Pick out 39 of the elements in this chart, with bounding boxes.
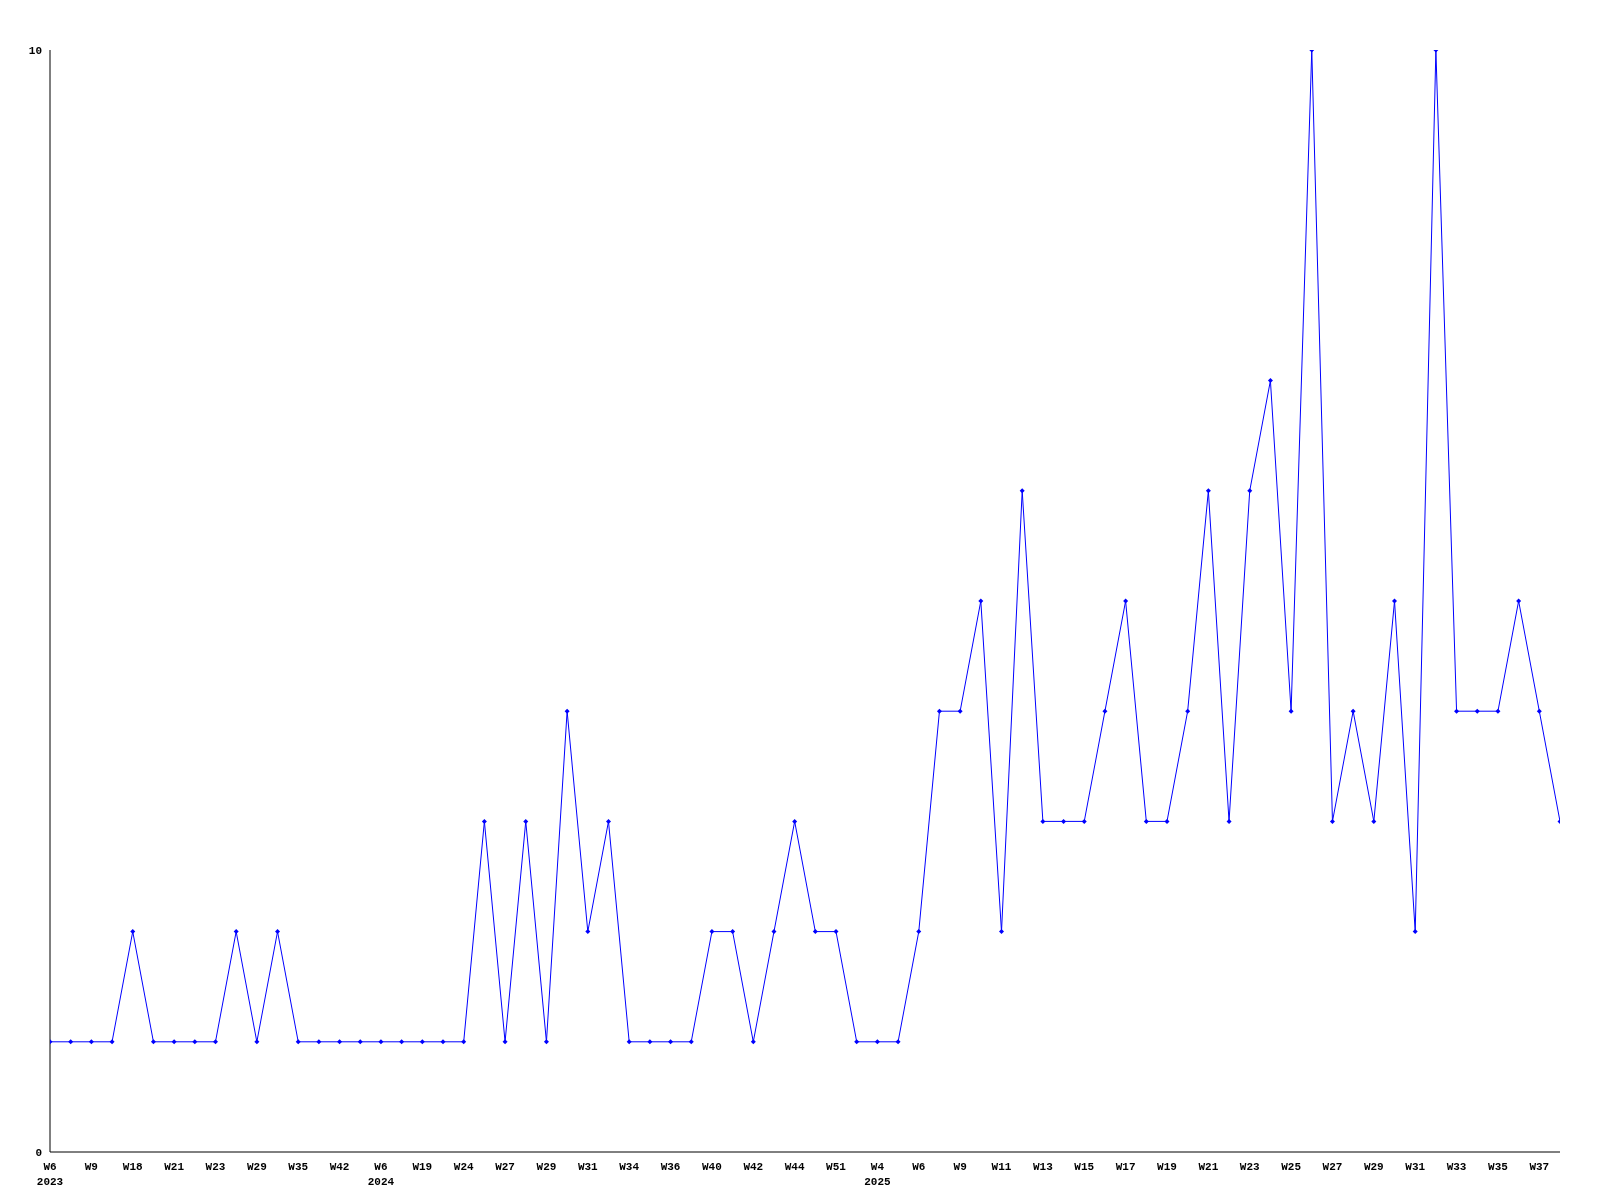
x-tick-label: W13: [1032, 1161, 1054, 1173]
x-tick-label: W17: [1115, 1161, 1136, 1173]
x-tick-label: W36: [660, 1161, 681, 1173]
x-tick-label: W51: [826, 1161, 847, 1173]
x-tick-label: W31: [1405, 1161, 1426, 1173]
x-tick-label: W35: [288, 1161, 309, 1173]
x-tick-label: W4 2025: [864, 1161, 891, 1188]
x-tick-label: W31: [577, 1161, 599, 1173]
x-tick-label: W29: [246, 1161, 267, 1173]
x-tick-label: W11: [991, 1161, 1012, 1173]
x-tick-label: W42: [329, 1161, 350, 1173]
x-tick-label: W35: [1488, 1161, 1509, 1173]
x-tick-label: W21: [164, 1161, 185, 1173]
x-tick-label: W29: [536, 1161, 557, 1173]
x-tick-label: W44: [784, 1161, 805, 1173]
x-tick-label: W19: [1157, 1161, 1177, 1173]
x-tick-label: W9: [84, 1161, 98, 1173]
x-tick-label: W42: [743, 1161, 764, 1173]
x-tick-label: W6 2024: [367, 1161, 395, 1188]
x-tick-label: W23: [205, 1161, 226, 1173]
x-tick-label: W6 2023: [36, 1161, 64, 1188]
x-tick-label: W37: [1529, 1161, 1550, 1173]
x-tick-label: W19: [412, 1161, 433, 1173]
x-tick-label: W18: [122, 1161, 144, 1173]
x-tick-label: W25: [1281, 1161, 1302, 1173]
x-tick-label: W29: [1363, 1161, 1384, 1173]
x-tick-label: W23: [1239, 1161, 1261, 1173]
x-tick-label: W9: [953, 1161, 967, 1173]
x-tick-label: W27: [1322, 1161, 1343, 1173]
x-tick-label: W24: [453, 1161, 474, 1173]
x-tick-label: W27: [495, 1161, 515, 1173]
y-tick-label: 0: [35, 1146, 42, 1159]
x-tick-label: W33: [1446, 1161, 1467, 1173]
x-tick-label: W40: [702, 1161, 722, 1173]
x-tick-label: W21: [1198, 1161, 1219, 1173]
x-tick-label: W34: [619, 1161, 640, 1173]
x-tick-label: W15: [1074, 1161, 1095, 1173]
x-tick-label: W6: [912, 1161, 926, 1173]
y-tick-label: 10: [28, 44, 42, 57]
